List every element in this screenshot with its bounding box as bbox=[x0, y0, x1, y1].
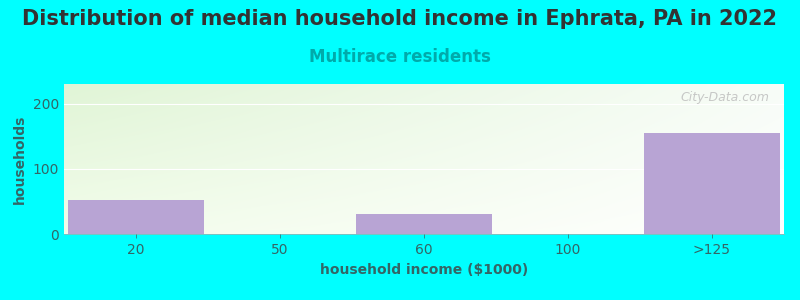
X-axis label: household income ($1000): household income ($1000) bbox=[320, 262, 528, 277]
Text: City-Data.com: City-Data.com bbox=[681, 92, 770, 104]
Bar bbox=[67, 200, 204, 234]
Text: Multirace residents: Multirace residents bbox=[309, 48, 491, 66]
Bar bbox=[643, 133, 781, 234]
Text: Distribution of median household income in Ephrata, PA in 2022: Distribution of median household income … bbox=[22, 9, 778, 29]
Y-axis label: households: households bbox=[14, 114, 27, 204]
Bar bbox=[355, 214, 492, 234]
